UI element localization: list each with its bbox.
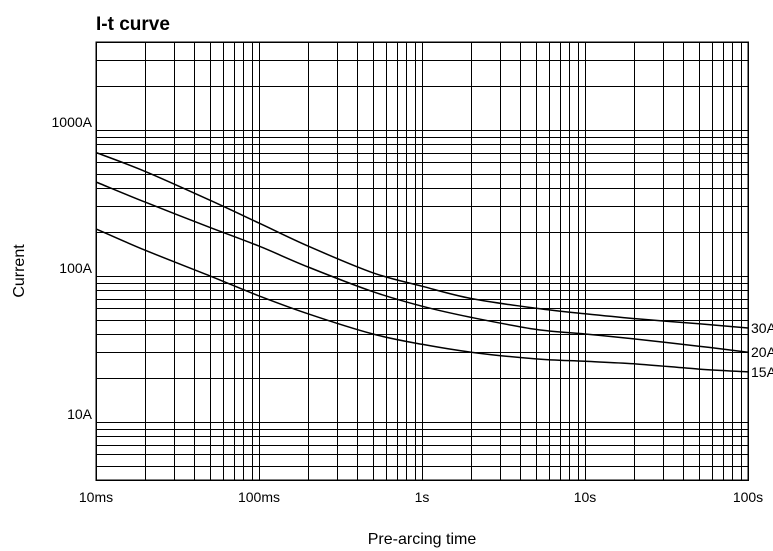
y-tick-label: 100A xyxy=(59,260,92,276)
series-line-15A xyxy=(95,228,749,373)
x-tick-label: 10ms xyxy=(79,489,113,505)
series-line-20A xyxy=(95,181,749,353)
series-labels: 30A 20A 15A xyxy=(751,320,773,380)
plot-frame xyxy=(95,41,749,481)
x-tick-labels: 10ms 100ms 1s 10s 100s xyxy=(79,489,763,505)
series-label-30A: 30A xyxy=(751,320,773,336)
series-label-20A: 20A xyxy=(751,344,773,360)
y-tick-label: 1000A xyxy=(52,114,93,130)
y-tick-labels: 10A 100A 1000A xyxy=(52,114,93,422)
series-lines xyxy=(95,151,749,373)
x-tick-label: 100ms xyxy=(238,489,280,505)
y-tick-label: 10A xyxy=(67,406,93,422)
x-tick-label: 10s xyxy=(574,489,597,505)
y-axis-label: Current xyxy=(11,244,28,298)
x-tick-label: 1s xyxy=(415,489,430,505)
series-label-15A: 15A xyxy=(751,364,773,380)
grid-lines xyxy=(96,42,748,481)
x-axis-label: Pre-arcing time xyxy=(368,531,477,548)
chart-title: I-t curve xyxy=(96,14,170,35)
series-line-30A xyxy=(95,151,749,329)
x-tick-label: 100s xyxy=(733,489,763,505)
